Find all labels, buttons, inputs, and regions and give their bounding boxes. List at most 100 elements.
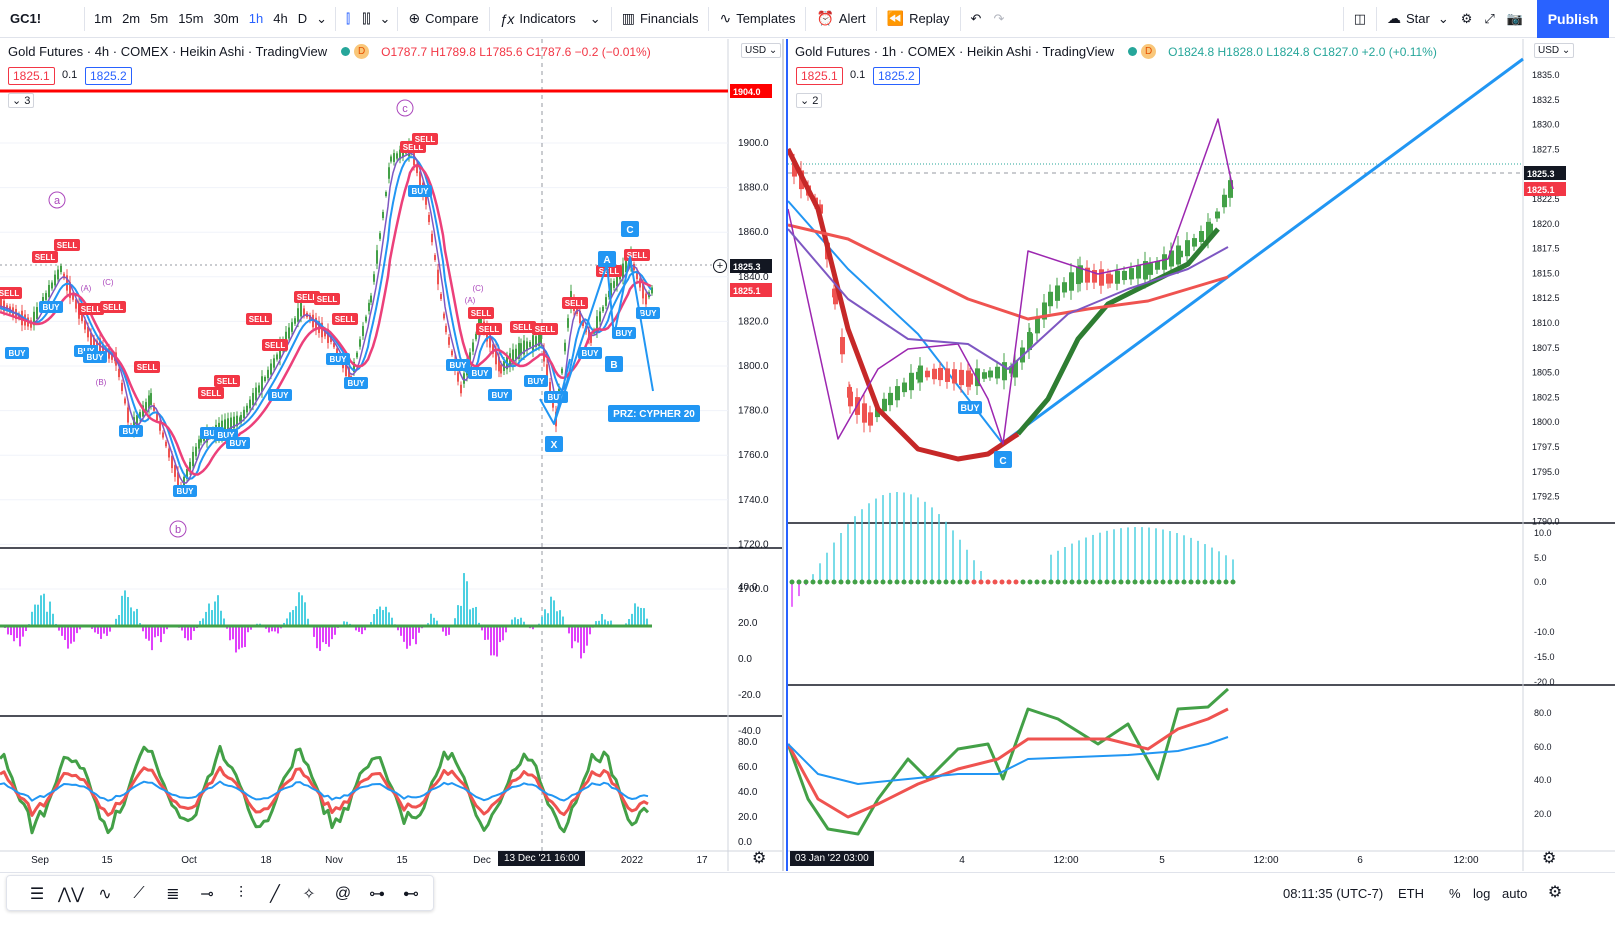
symbol-search[interactable]: GC1! [10, 11, 42, 26]
candle [1092, 270, 1097, 283]
horizontal-ray-icon[interactable]: ⊸ [200, 886, 214, 903]
ma-green-up [1016, 227, 1220, 436]
interval-15m[interactable]: 15m [178, 11, 204, 26]
compare-button[interactable]: ⊕ Compare [402, 0, 484, 38]
ask-price[interactable]: 1825.2 [873, 67, 920, 85]
spiral-icon[interactable]: @ [334, 885, 352, 902]
zero-dot [1167, 579, 1173, 585]
layout-split-icon[interactable]: ◫ [1353, 10, 1366, 26]
left-chart-canvas[interactable]: 1900.01880.01860.01840.01820.01800.01780… [0, 39, 784, 871]
buy-signal [119, 425, 143, 437]
chevron-down-icon[interactable]: ⌄ [316, 10, 328, 26]
candle [72, 294, 74, 300]
candle [0, 299, 2, 309]
minor-wave-label: (A) [465, 296, 476, 305]
gear-icon[interactable]: ⚙ [1542, 850, 1557, 867]
buy-signal [326, 353, 350, 365]
left-chart-pane[interactable]: 1900.0 1880.0 1860.0 1840.0 1820.0 1800.0 1780… [0, 39, 784, 871]
candle [186, 469, 188, 479]
price-tick: 1720.0 [738, 539, 769, 550]
wave-count-icon[interactable]: ∿ [98, 886, 112, 903]
right-chart-canvas[interactable]: 1835.01832.51830.01827.51825.01822.51820… [788, 39, 1615, 871]
wave-label: b [175, 524, 181, 536]
trendline-icon[interactable]: ⟋ [133, 885, 145, 902]
zero-dot [1209, 579, 1215, 585]
templates-button[interactable]: ∿ Templates [713, 0, 801, 38]
interval-1h[interactable]: 1h [248, 11, 264, 26]
publish-button[interactable]: Publish [1537, 0, 1609, 38]
interval-5m[interactable]: 5m [150, 11, 169, 26]
candle [995, 366, 1000, 379]
candle [1009, 366, 1014, 374]
undo-icon[interactable]: ↶ [970, 10, 982, 26]
candle [195, 446, 197, 457]
line-tool-icon[interactable]: ╱ [270, 886, 280, 903]
fib-icon[interactable]: ≣ [166, 886, 180, 903]
auto-toggle[interactable]: auto [1502, 886, 1528, 901]
pattern-icon[interactable]: ✧ [302, 886, 316, 903]
sell-signal-text: SELL [57, 241, 78, 250]
left-title[interactable]: Gold Futures · 4h · COMEX · Heikin Ashi … [8, 44, 328, 59]
candle [1042, 302, 1047, 320]
divider [488, 6, 490, 31]
settings-gear-icon[interactable]: ⚙ [1547, 884, 1563, 901]
buy-signal-text: BUY [9, 349, 27, 358]
buy-signal-text: BUY [272, 391, 290, 400]
right-title[interactable]: Gold Futures · 1h · COMEX · Heikin Ashi … [795, 44, 1115, 59]
replay-button[interactable]: ⏪ Replay [881, 0, 956, 38]
camera-icon[interactable]: 📷 [1506, 10, 1523, 26]
ask-price[interactable]: 1825.2 [85, 67, 132, 85]
text-lines-icon[interactable]: ☰ [29, 886, 45, 903]
indicators-collapse[interactable]: ⌄ 2 [796, 93, 823, 108]
stoch-red [788, 707, 1229, 819]
candle [1228, 180, 1233, 198]
percent-toggle[interactable]: % [1449, 886, 1461, 901]
gear-icon[interactable]: ⚙ [752, 850, 767, 867]
interval-30m[interactable]: 30m [213, 11, 239, 26]
crosshair-plus-icon[interactable]: + [713, 259, 727, 273]
financials-label: Financials [639, 11, 699, 26]
currency-selector[interactable]: USD ⌄ [1534, 43, 1575, 58]
currency-selector[interactable]: USD ⌄ [741, 43, 782, 58]
indicators-collapse[interactable]: ⌄ 3 [8, 93, 35, 108]
bid-price[interactable]: 1825.1 [796, 67, 843, 85]
candle [54, 274, 56, 286]
fullscreen-icon[interactable]: ⤢ [1484, 10, 1495, 26]
session-toggle[interactable]: ETH [1398, 886, 1424, 901]
sell-signal [134, 361, 160, 373]
alert-button[interactable]: ⏰ Alert [810, 0, 871, 38]
sell-signal-text: SELL [137, 363, 158, 372]
buy-signal [612, 327, 636, 339]
indicators-button[interactable]: ƒx Indicators ⌄ [494, 0, 607, 38]
zero-dot [887, 579, 893, 585]
clock[interactable]: 08:11:35 (UTC-7) [1283, 886, 1384, 901]
candle-style-icon[interactable]: ⫿⫿ [362, 10, 371, 26]
candle [431, 233, 433, 243]
candle [246, 405, 248, 413]
replay-label: Replay [909, 11, 950, 26]
list-tools-icon[interactable]: ⊷ [403, 886, 419, 903]
layout-name-button[interactable]: ☁ Star ⌄ [1381, 0, 1455, 38]
candle [529, 342, 531, 347]
candle [362, 326, 364, 336]
chevron-down-icon[interactable]: ⌄ [379, 10, 391, 26]
sliders-icon[interactable]: ⊶ [369, 886, 385, 903]
candle [150, 393, 152, 405]
interval-2m[interactable]: 2m [122, 11, 141, 26]
bid-price[interactable]: 1825.1 [8, 67, 55, 85]
price-tick: 1802.5 [1532, 392, 1560, 402]
interval-D[interactable]: D [297, 11, 308, 26]
cloud-icon: ☁ [1387, 10, 1401, 26]
interval-1m[interactable]: 1m [94, 11, 113, 26]
candle [393, 153, 395, 162]
redo-icon[interactable]: ↷ [993, 10, 1005, 26]
gear-icon[interactable]: ⚙ [1460, 10, 1473, 26]
bars-pattern-icon[interactable]: ⫶ [238, 885, 243, 902]
right-chart-pane[interactable]: 1835.01832.51830.01827.51825.01822.51820… [786, 39, 1615, 871]
zigzag-icon[interactable]: ⋀⋁ [57, 886, 85, 903]
log-toggle[interactable]: log [1473, 886, 1491, 901]
interval-4h[interactable]: 4h [273, 11, 288, 26]
bar-style-icon[interactable]: ⫿ [346, 10, 351, 26]
financials-button[interactable]: ▥ Financials [616, 0, 705, 38]
candle [1129, 268, 1134, 280]
